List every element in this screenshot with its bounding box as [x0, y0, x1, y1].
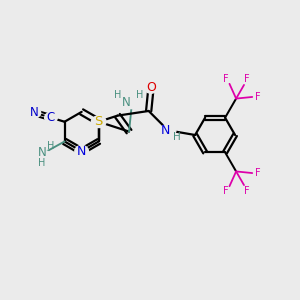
- Text: F: F: [224, 74, 229, 84]
- Text: N: N: [38, 146, 46, 159]
- Ellipse shape: [28, 107, 41, 118]
- Text: F: F: [255, 168, 261, 178]
- Ellipse shape: [120, 97, 144, 109]
- Text: H: H: [113, 91, 121, 100]
- Text: N: N: [161, 124, 171, 137]
- Ellipse shape: [75, 146, 88, 157]
- Text: C: C: [47, 111, 55, 124]
- Ellipse shape: [144, 82, 158, 93]
- Text: F: F: [255, 92, 261, 102]
- Text: F: F: [244, 74, 250, 85]
- Text: H: H: [38, 158, 46, 168]
- Text: N: N: [77, 145, 86, 158]
- Text: N: N: [122, 96, 131, 109]
- Text: N: N: [30, 106, 39, 119]
- Ellipse shape: [28, 150, 51, 161]
- Ellipse shape: [160, 124, 176, 136]
- Ellipse shape: [45, 112, 57, 123]
- Ellipse shape: [92, 116, 106, 128]
- Text: S: S: [94, 115, 103, 128]
- Text: H: H: [136, 91, 143, 100]
- Text: F: F: [244, 186, 250, 196]
- Text: H: H: [172, 132, 180, 142]
- Text: O: O: [146, 81, 156, 94]
- Text: H: H: [47, 141, 55, 151]
- Text: F: F: [224, 186, 229, 196]
